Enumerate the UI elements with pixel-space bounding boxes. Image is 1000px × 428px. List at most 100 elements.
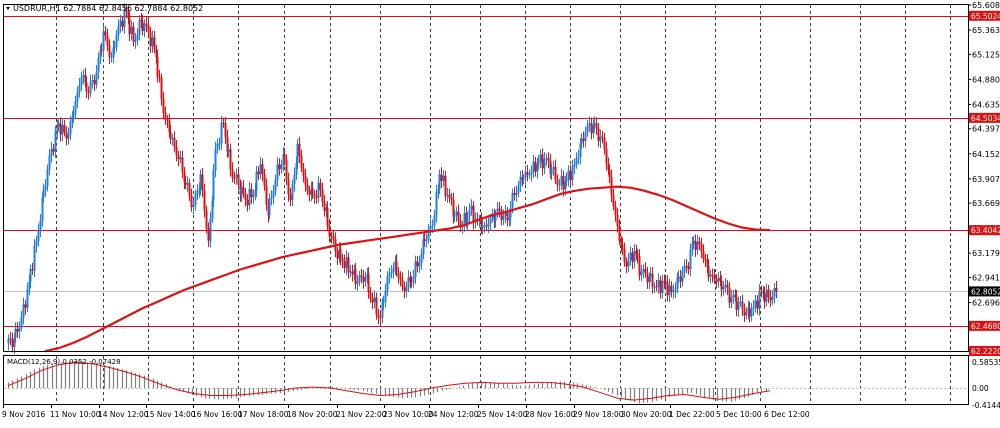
level-tag-label-4: 62.2220 [971,347,1000,356]
candle-body-135 [259,164,262,174]
candle-body-105 [203,190,206,211]
candle-body-189 [360,275,363,277]
candle-body-186 [354,269,357,284]
y-tick-label-11: 62.9410 [972,274,1000,283]
candle-body-296 [560,175,563,185]
x-tick-label-14: 1 Dec 22:00 [669,410,715,419]
x-tick-label-12: 29 Nov 18:00 [573,410,624,419]
candle-body-68 [134,40,137,42]
candle-body-66 [130,26,133,35]
candle-body-269 [509,207,512,219]
candle-body-199 [379,317,382,319]
candle-body-259 [491,215,494,219]
level-tag-0 [969,10,1000,21]
candle-body-43 [87,91,90,93]
candle-body-4 [14,329,17,338]
candle-body-91 [177,155,180,160]
candle-body-366 [691,243,694,250]
dropdown-triangle-icon[interactable] [6,7,10,10]
candle-body-270 [511,193,514,208]
candle-body-58 [115,34,118,47]
candle-body-361 [681,270,684,282]
candle-body-195 [371,298,374,303]
candle-body-107 [207,228,210,241]
candle-body-400 [754,300,757,308]
candle-body-73 [143,23,146,31]
candle-body-16 [37,229,40,241]
candle-body-200 [381,302,384,318]
candle-body-111 [214,148,217,171]
candle-body-96 [186,183,189,185]
candle-body-220 [418,262,421,267]
candle-body-350 [661,281,664,294]
candle-body-156 [298,143,301,157]
candle-body-268 [508,218,511,221]
macd-panel-border [3,355,969,405]
candle-body-42 [85,82,88,92]
candle-body-371 [700,243,703,252]
candle-body-140 [268,198,271,216]
candle-body-88 [171,138,174,140]
current-price-tag [969,286,1000,297]
candle-body-242 [459,220,462,228]
candle-body-110 [212,170,215,201]
candle-body-406 [765,289,768,302]
candle-body-129 [248,188,251,206]
candle-body-321 [607,163,610,170]
candle-body-35 [72,113,75,117]
candle-body-130 [250,188,253,198]
candle-body-297 [562,175,565,190]
candle-body-223 [423,239,426,241]
candle-body-249 [472,205,475,223]
candle-body-347 [655,286,658,288]
candle-body-345 [651,273,654,287]
candle-body-340 [642,269,645,272]
candle-body-349 [659,280,662,294]
candle-body-298 [564,181,567,190]
candle-body-14 [33,246,36,271]
candle-body-65 [128,18,131,35]
candle-body-398 [750,308,753,317]
candle-body-55 [110,56,113,58]
candle-body-353 [666,281,669,296]
candle-body-150 [287,179,290,195]
y-tick-label-2: 65.1250 [972,50,1000,59]
candle-body-64 [127,10,130,19]
candle-body-84 [164,113,167,120]
x-tick-label-4: 16 Nov 16:00 [192,410,243,419]
candle-body-294 [556,179,559,185]
candle-body-146 [280,164,283,170]
candle-body-56 [112,47,115,57]
candle-body-173 [330,235,333,237]
candle-body-255 [483,225,486,227]
candle-body-49 [99,50,102,59]
level-tag-2 [969,225,1000,236]
candle-body-311 [588,123,591,126]
candle-body-360 [679,276,682,282]
level-tag-label-1: 64.5034 [971,114,1000,123]
candle-body-154 [295,163,298,175]
candle-body-258 [489,218,492,224]
candle-body-331 [625,261,628,267]
candle-body-293 [554,166,557,180]
candle-body-237 [450,198,453,200]
candle-body-214 [407,277,410,288]
x-tick-label-13: 30 Nov 20:00 [621,410,672,419]
candle-body-348 [657,280,660,287]
candle-body-274 [519,177,522,186]
candle-body-194 [369,291,372,299]
candle-body-6 [18,326,21,332]
macd-axis: 0.58535 0.00 -0.41444 [972,358,1000,410]
y-tick-label-10: 63.1790 [972,249,1000,258]
candle-body-247 [468,210,471,217]
candle-body-405 [763,293,766,302]
candle-body-287 [543,159,546,169]
candle-body-334 [631,252,634,262]
macd-label: MACD(12,26,9) 0.0352 -0.07428 [7,358,121,366]
y-tick-label-6: 64.1520 [972,150,1000,159]
x-tick-label-15: 5 Dec 10:00 [716,410,762,419]
candle-body-61 [121,20,124,27]
candle-body-157 [300,156,303,168]
candle-body-281 [532,161,535,172]
